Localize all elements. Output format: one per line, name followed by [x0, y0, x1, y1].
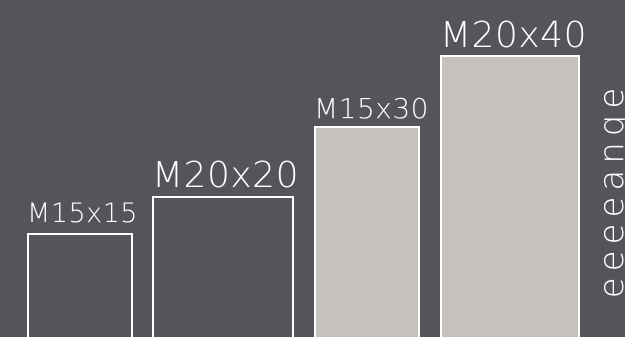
size-label: M20x20 — [152, 155, 299, 196]
size-item-m20x20: M20x20 — [152, 155, 299, 337]
size-label: M20x40 — [440, 15, 587, 56]
size-box — [314, 126, 420, 337]
size-item-m20x40: M20x40 — [440, 15, 587, 337]
size-box — [152, 196, 294, 337]
size-item-m15x15: M15x15 — [27, 198, 138, 337]
side-text-label: eeeeanqe — [600, 81, 625, 299]
side-vertical-text: eeeeanqe — [600, 40, 625, 337]
size-item-m15x30: M15x30 — [314, 92, 429, 337]
size-box — [27, 233, 133, 337]
size-box — [440, 55, 580, 337]
size-label: M15x15 — [27, 198, 138, 229]
size-label: M15x30 — [314, 92, 429, 125]
